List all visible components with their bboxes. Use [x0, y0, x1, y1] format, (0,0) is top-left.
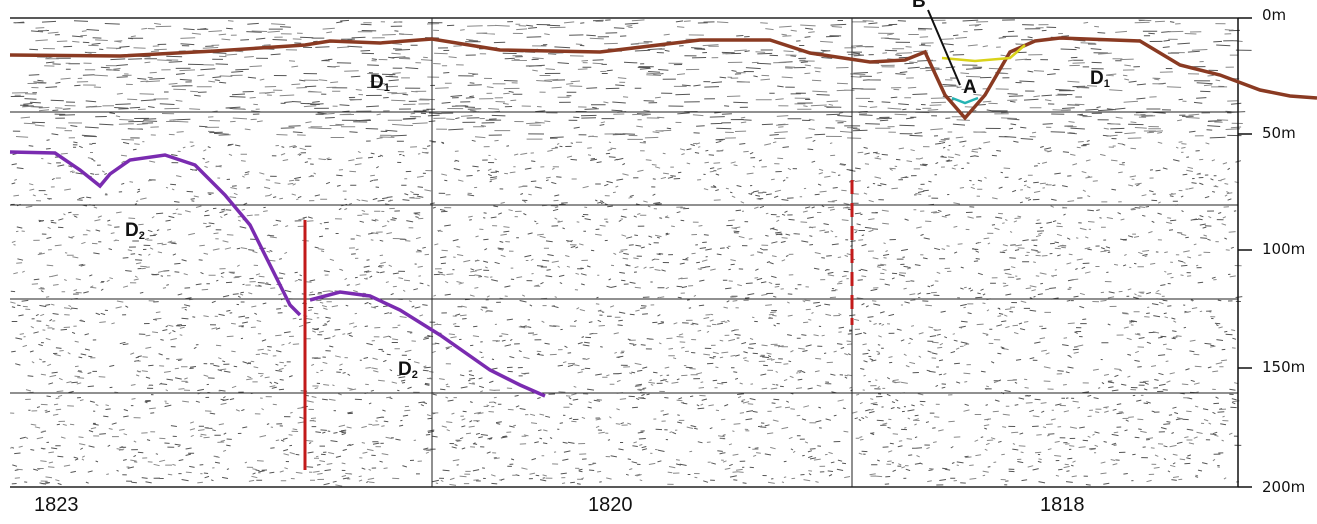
- seismic-reflection-texture: [9, 19, 1252, 487]
- distance-label-1820: 1820: [588, 494, 633, 516]
- unit-label-d1-right: D1: [1090, 68, 1110, 90]
- depth-label-100m: 100m: [1262, 240, 1306, 258]
- layer-a-line: [951, 96, 979, 105]
- seafloor-line: [9, 36, 1317, 121]
- depth-axis: [1237, 17, 1252, 488]
- depth-label-200m: 200m: [1262, 478, 1306, 496]
- unit-label-d2-lower: D2: [398, 359, 418, 381]
- d2-horizon-upper: [9, 150, 302, 317]
- interpretation-lines: [9, 9, 1317, 470]
- point-label-b: B: [912, 0, 926, 12]
- unit-label-d1-left: D1: [370, 72, 390, 94]
- point-label-a: A: [963, 77, 977, 98]
- depth-label-50m: 50m: [1262, 124, 1296, 142]
- d2-horizon-lower: [309, 290, 546, 398]
- grid-lines: [10, 17, 1238, 488]
- distance-label-1823: 1823: [34, 494, 79, 516]
- reflection-strokes: [10, 19, 1252, 486]
- depth-label-150m: 150m: [1262, 358, 1306, 376]
- layer-b-line: [941, 44, 1026, 63]
- unit-label-d2-upper: D2: [125, 220, 145, 242]
- depth-label-0m: 0m: [1262, 6, 1287, 24]
- reflection-strokes: [9, 19, 1243, 487]
- distance-label-1818: 1818: [1040, 494, 1085, 516]
- point-b-leader: [927, 9, 961, 86]
